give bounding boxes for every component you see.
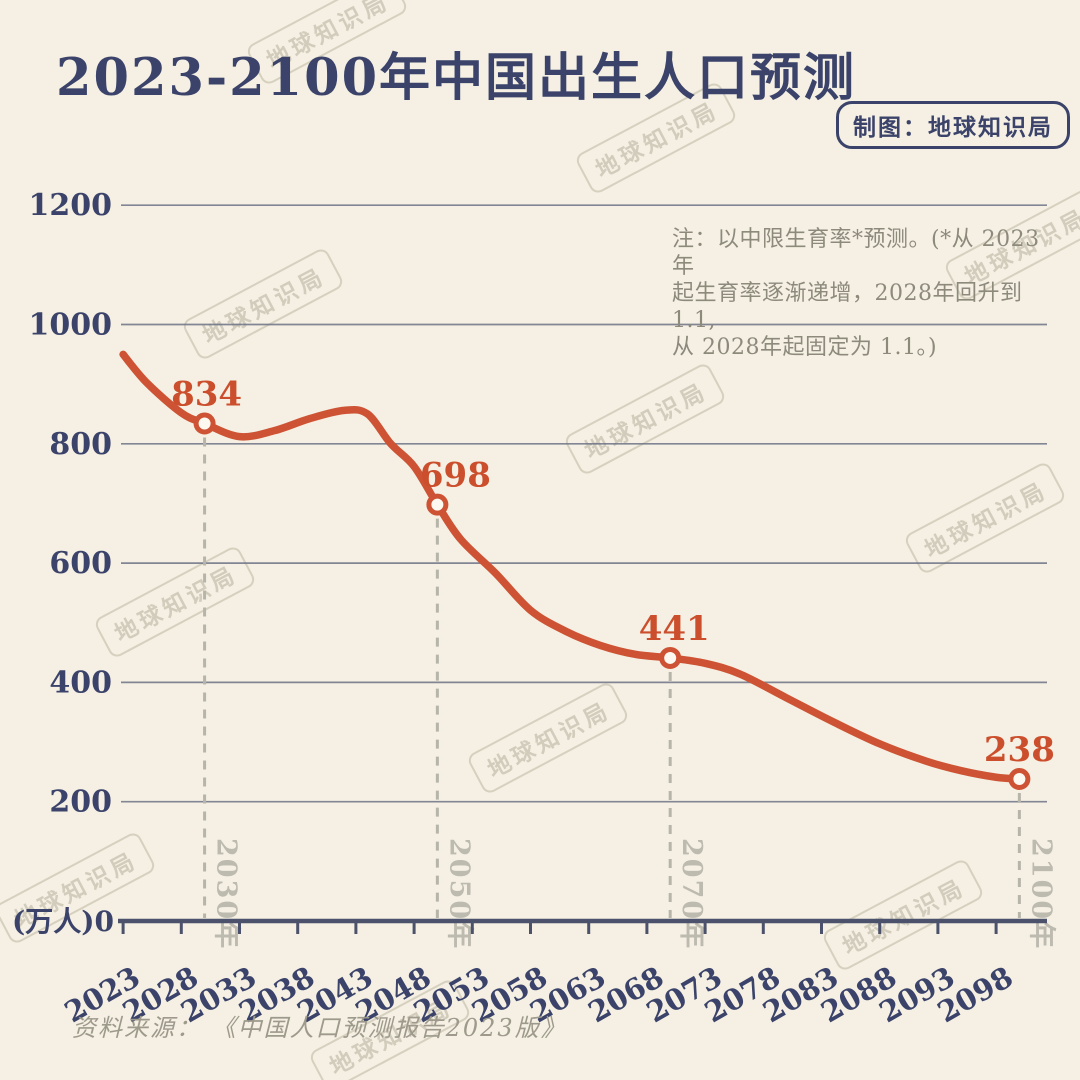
y-tick-label-800: 800 [49, 427, 112, 462]
callout-year-label-2030: 2030年 [211, 838, 243, 950]
data-point-marker-2100 [1008, 768, 1031, 791]
source-line: 资料来源： 《中国人口预测报告2023版》 [72, 1014, 567, 1042]
data-point-marker-2070 [659, 646, 682, 669]
data-point-marker-2050 [426, 493, 449, 516]
page-title: 2023-2100年中国出生人口预测 [56, 48, 857, 108]
chart-note-line-3: 从 2028年起固定为 1.1。) [672, 335, 938, 360]
chart-note-line-1: 注：以中限生育率*预测。(*从 2023年 [672, 227, 1040, 279]
y-tick-label-400: 400 [49, 665, 112, 700]
credit-badge-label: 制图：地球知识局 [853, 114, 1053, 141]
data-point-label-2050: 698 [420, 456, 491, 496]
callout-year-label-2050: 2050年 [443, 838, 475, 950]
y-tick-label-1200: 1200 [29, 188, 113, 223]
data-point-marker-2030 [193, 412, 216, 435]
chart-note: 注：以中限生育率*预测。(*从 2023年 起生育率逐渐递增，2028年回升到 … [672, 226, 1062, 361]
y-axis-unit-zero-label: (万人)0 [12, 905, 114, 938]
y-tick-label-600: 600 [49, 546, 112, 581]
trend-line-group [119, 350, 1024, 783]
y-tick-label-200: 200 [49, 785, 112, 820]
data-point-label-2100: 238 [984, 730, 1055, 770]
data-point-label-2030: 834 [171, 375, 242, 415]
callout-lines: 2030年 2050年 2070年 2100年 [203, 437, 1057, 950]
trend-line [119, 350, 1024, 783]
data-point-label-2070: 441 [639, 609, 710, 649]
callout-year-label-2100: 2100年 [1025, 838, 1057, 950]
y-axis-labels: 200 400 600 800 1000 1200 (万人)0 [12, 188, 114, 938]
credit-badge: 制图：地球知识局 [836, 101, 1070, 149]
callout-year-label-2070: 2070年 [676, 838, 708, 950]
chart-note-line-2: 起生育率逐渐递增，2028年回升到 1.1, [672, 281, 1023, 333]
y-gridlines [121, 204, 1047, 803]
data-point-markers: 834 698 441 238 [171, 375, 1055, 791]
y-tick-label-1000: 1000 [29, 308, 113, 343]
